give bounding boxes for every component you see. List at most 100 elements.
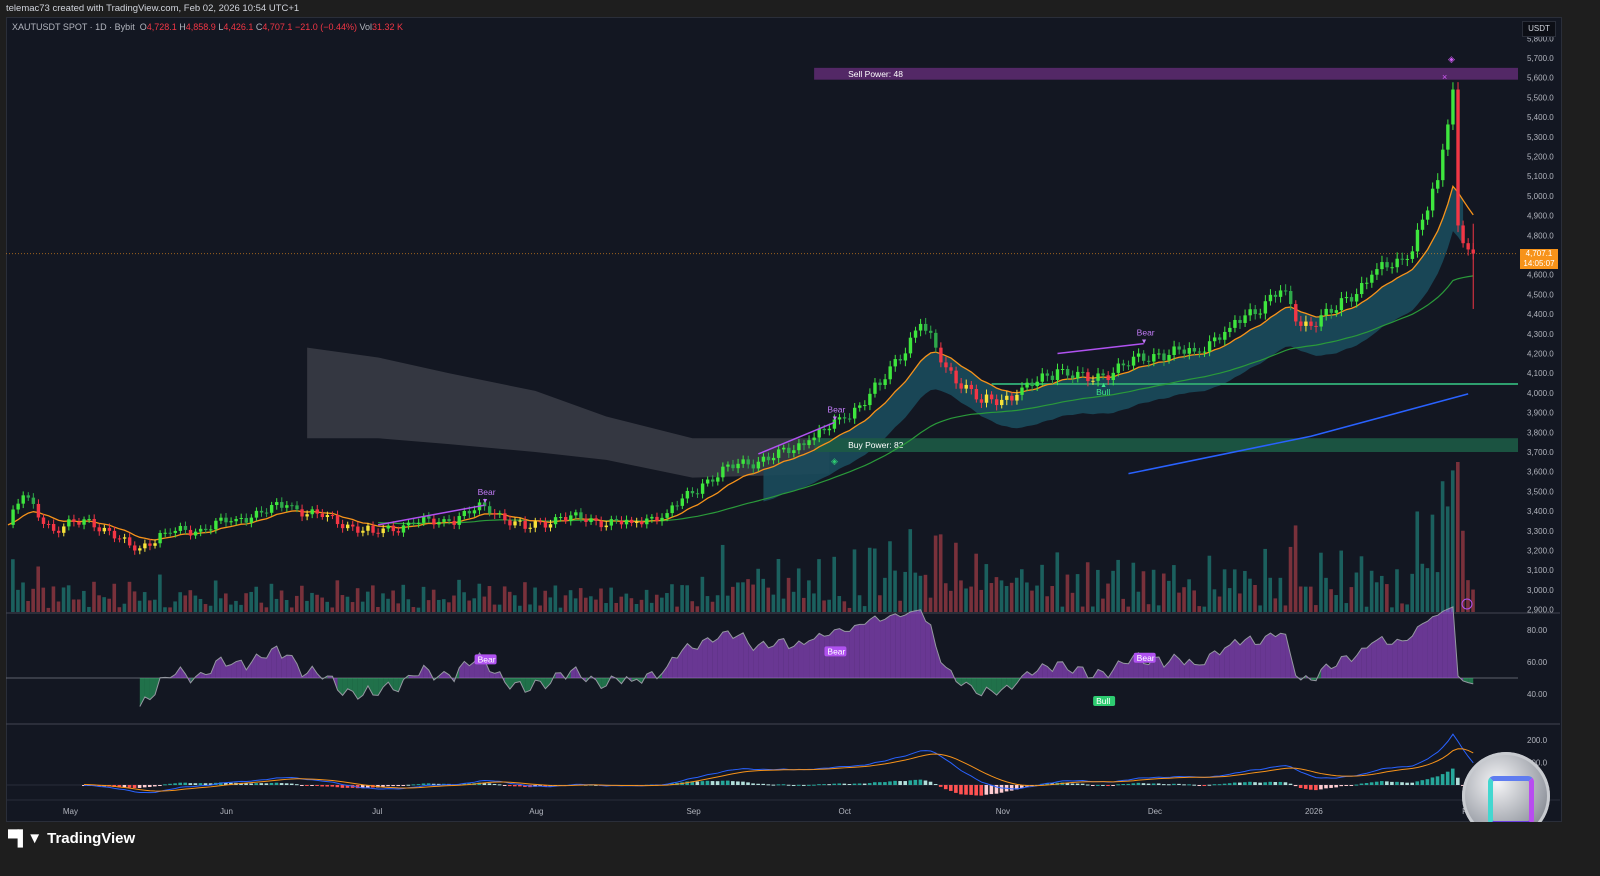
candle-body [92,518,96,528]
volume-bar [837,596,842,612]
macd-histogram-bar [801,784,806,786]
candle-body [62,526,66,533]
rsi-area [215,657,221,678]
chart-area[interactable] [6,17,1562,822]
volume-bar [112,583,117,612]
volume-bar [583,597,588,612]
volume-bar [376,607,380,612]
candle-body [873,382,877,394]
candle-body [533,521,537,528]
macd-histogram-bar [1288,783,1293,785]
macd-histogram-bar [685,781,689,785]
signal-line [84,748,1474,792]
volume-bar [325,601,330,612]
volume-bar [736,582,740,612]
tradingview-logo[interactable]: ▀▌▼ TradingView [8,830,135,847]
candle-body [315,509,319,514]
volume-bar [193,595,198,612]
macd-histogram-bar [1238,782,1242,785]
volume-bar [984,564,989,612]
volume-bar [1420,563,1425,612]
volume-bar [903,571,907,612]
currency-button[interactable]: USDT [1522,21,1556,37]
macd-histogram-bar [1131,783,1136,785]
candle-body [1359,283,1364,295]
candle-body [148,543,152,546]
rsi-area [920,609,926,678]
volume-bar [345,596,350,612]
macd-histogram-bar [396,785,400,787]
rsi-area [459,661,465,678]
candle-body [447,519,451,521]
volume-bar [883,577,887,612]
macd-histogram-bar [345,785,350,788]
price-tick: 2,900.0 [1527,606,1554,615]
rsi-area [1265,633,1271,678]
candle-body [57,530,61,533]
macd-histogram-bar [776,784,781,786]
macd-histogram-bar [1156,783,1161,785]
volume-bar [1207,555,1212,612]
rsi-area [717,632,723,678]
candle-body [1248,309,1252,316]
volume-bar [11,559,15,612]
rsi-area [1381,636,1388,678]
candle-body [244,517,248,523]
rsi-area [1174,654,1180,678]
macd-histogram-bar [421,783,426,785]
candle-body [640,521,644,525]
candle-body [969,384,973,390]
macd-histogram-bar [132,785,137,789]
price-tick: 5,400.0 [1527,113,1554,122]
macd-histogram-bar [340,785,345,788]
candle-body [1441,149,1445,181]
volume-bar [670,584,674,612]
volume-bar [117,607,122,612]
macd-histogram-bar [1440,774,1445,785]
volume-bar [1379,575,1384,612]
volume-bar [1045,596,1049,612]
volume-bar [76,599,81,612]
macd-histogram-bar [497,784,502,786]
volume-bar [1040,564,1044,612]
macd-histogram-bar [923,780,928,785]
candle-body [700,483,705,494]
macd-histogram-bar [766,784,771,786]
low-label: L [218,22,224,32]
macd-histogram-bar [239,782,243,785]
rsi-area [1158,656,1164,678]
volume-bar [1172,565,1176,612]
volume-bar [1004,586,1009,612]
volume-bar [893,570,897,612]
footer [0,822,1600,876]
tradingview-wordmark: TradingView [47,830,136,847]
macd-histogram-bar [847,783,852,785]
rsi-area [261,657,267,678]
candle-body [979,399,984,403]
macd-histogram-bar [264,783,269,785]
candle-body [1167,354,1171,361]
macd-histogram-bar [761,783,766,785]
rsi-area [1047,666,1053,678]
price-tick: 3,600.0 [1527,468,1554,477]
volume-bar [847,607,852,612]
macd-histogram-bar [229,782,233,785]
volume-bar [198,598,203,612]
candle-body [1116,363,1121,373]
volume-bar [1435,572,1440,612]
volume-bar [725,595,730,612]
diamond-marker-icon: ◈ [1448,54,1455,64]
macd-histogram-bar [1136,782,1141,785]
rsi-area [1417,623,1423,678]
rsi-area [1037,663,1043,678]
macd-histogram-bar [1339,785,1344,787]
macd-histogram-bar [183,782,188,785]
symbol-name[interactable]: XAUTUSDT SPOT · 1D · Bybit [12,22,135,32]
macd-histogram-bar [1435,776,1440,785]
candle-body [538,521,543,523]
candle-body [513,521,517,526]
candle-body [97,527,101,532]
macd-histogram-bar [1182,784,1186,786]
candle-body [234,518,238,522]
